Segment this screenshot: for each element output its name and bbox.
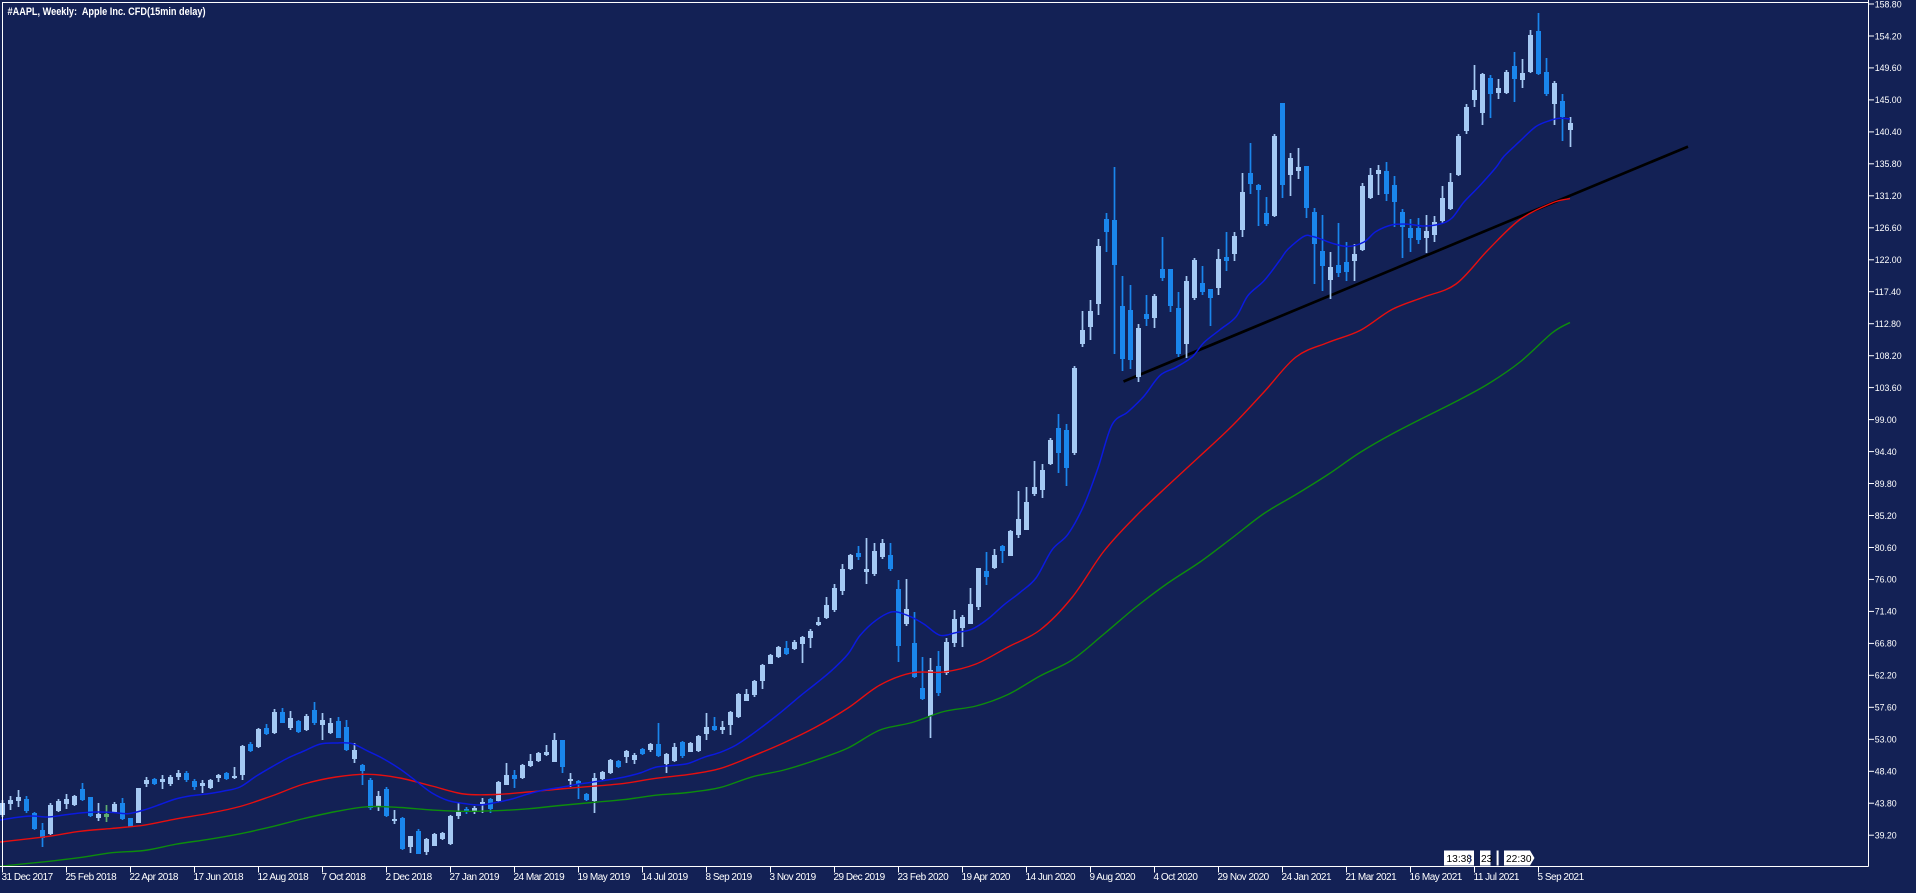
svg-text:99.00: 99.00 <box>1875 415 1897 425</box>
svg-text:25 Feb 2018: 25 Feb 2018 <box>66 872 118 883</box>
svg-text:145.00: 145.00 <box>1875 95 1902 105</box>
svg-text:5 Sep 2021: 5 Sep 2021 <box>1538 872 1585 883</box>
svg-text:85.20: 85.20 <box>1875 511 1897 521</box>
svg-text:7 Oct 2018: 7 Oct 2018 <box>322 872 367 883</box>
svg-text:14 Jul 2019: 14 Jul 2019 <box>642 872 689 883</box>
svg-text:11 Jul 2021: 11 Jul 2021 <box>1474 872 1520 883</box>
svg-text:131.20: 131.20 <box>1875 191 1902 201</box>
svg-text:22:30: 22:30 <box>1506 854 1532 865</box>
svg-text:): ) <box>1468 854 1471 865</box>
svg-text:154.20: 154.20 <box>1875 31 1902 41</box>
svg-text:71.40: 71.40 <box>1875 607 1897 617</box>
svg-text:53.00: 53.00 <box>1875 735 1897 745</box>
svg-text:14 Jun 2020: 14 Jun 2020 <box>1026 872 1076 883</box>
svg-text:103.60: 103.60 <box>1875 383 1902 393</box>
svg-text:48.40: 48.40 <box>1875 767 1897 777</box>
svg-text:27 Jan 2019: 27 Jan 2019 <box>450 872 500 883</box>
svg-text:126.60: 126.60 <box>1875 223 1902 233</box>
svg-text:29 Dec 2019: 29 Dec 2019 <box>834 872 886 883</box>
svg-text:24 Jan 2021: 24 Jan 2021 <box>1282 872 1332 883</box>
svg-text:62.20: 62.20 <box>1875 671 1897 681</box>
svg-text:112.80: 112.80 <box>1875 319 1901 329</box>
svg-text:8 Sep 2019: 8 Sep 2019 <box>706 872 753 883</box>
svg-text:16 May 2021: 16 May 2021 <box>1410 872 1463 883</box>
svg-text:57.60: 57.60 <box>1875 703 1897 713</box>
svg-text:24 Mar 2019: 24 Mar 2019 <box>514 872 566 883</box>
svg-text:76.00: 76.00 <box>1875 575 1897 585</box>
svg-text:80.60: 80.60 <box>1875 543 1897 553</box>
svg-text:31 Dec 2017: 31 Dec 2017 <box>2 872 54 883</box>
svg-text:135.80: 135.80 <box>1875 159 1902 169</box>
svg-text:140.40: 140.40 <box>1875 127 1902 137</box>
svg-text:9 Aug 2020: 9 Aug 2020 <box>1090 872 1137 883</box>
svg-text:4 Oct 2020: 4 Oct 2020 <box>1154 872 1199 883</box>
svg-text:12 Aug 2018: 12 Aug 2018 <box>258 872 310 883</box>
svg-text:158.80: 158.80 <box>1875 0 1902 9</box>
svg-text:149.60: 149.60 <box>1875 63 1902 73</box>
svg-text:94.40: 94.40 <box>1875 447 1897 457</box>
svg-text:21 Mar 2021: 21 Mar 2021 <box>1346 872 1398 883</box>
svg-text:13:38: 13:38 <box>1447 854 1473 865</box>
svg-text:2 Dec 2018: 2 Dec 2018 <box>386 872 433 883</box>
svg-text:66.80: 66.80 <box>1875 639 1897 649</box>
svg-text:117.40: 117.40 <box>1875 287 1901 297</box>
svg-text:23 Feb 2020: 23 Feb 2020 <box>898 872 950 883</box>
svg-text:89.80: 89.80 <box>1875 479 1897 489</box>
svg-text:3 Nov 2019: 3 Nov 2019 <box>770 872 817 883</box>
svg-text:17 Jun 2018: 17 Jun 2018 <box>194 872 244 883</box>
svg-text:43.80: 43.80 <box>1875 799 1897 809</box>
svg-text:39.20: 39.20 <box>1875 831 1897 841</box>
svg-text:108.20: 108.20 <box>1875 351 1902 361</box>
svg-text:122.00: 122.00 <box>1875 255 1902 265</box>
svg-text:29 Nov 2020: 29 Nov 2020 <box>1218 872 1270 883</box>
svg-text:19 May 2019: 19 May 2019 <box>578 872 631 883</box>
svg-text:19 Apr 2020: 19 Apr 2020 <box>962 872 1011 883</box>
svg-text:22 Apr 2018: 22 Apr 2018 <box>130 872 179 883</box>
svg-text:23: 23 <box>1481 854 1493 865</box>
svg-text:#AAPL, Weekly: Apple Inc. CFD: #AAPL, Weekly: Apple Inc. CFD(15min dela… <box>8 6 206 18</box>
